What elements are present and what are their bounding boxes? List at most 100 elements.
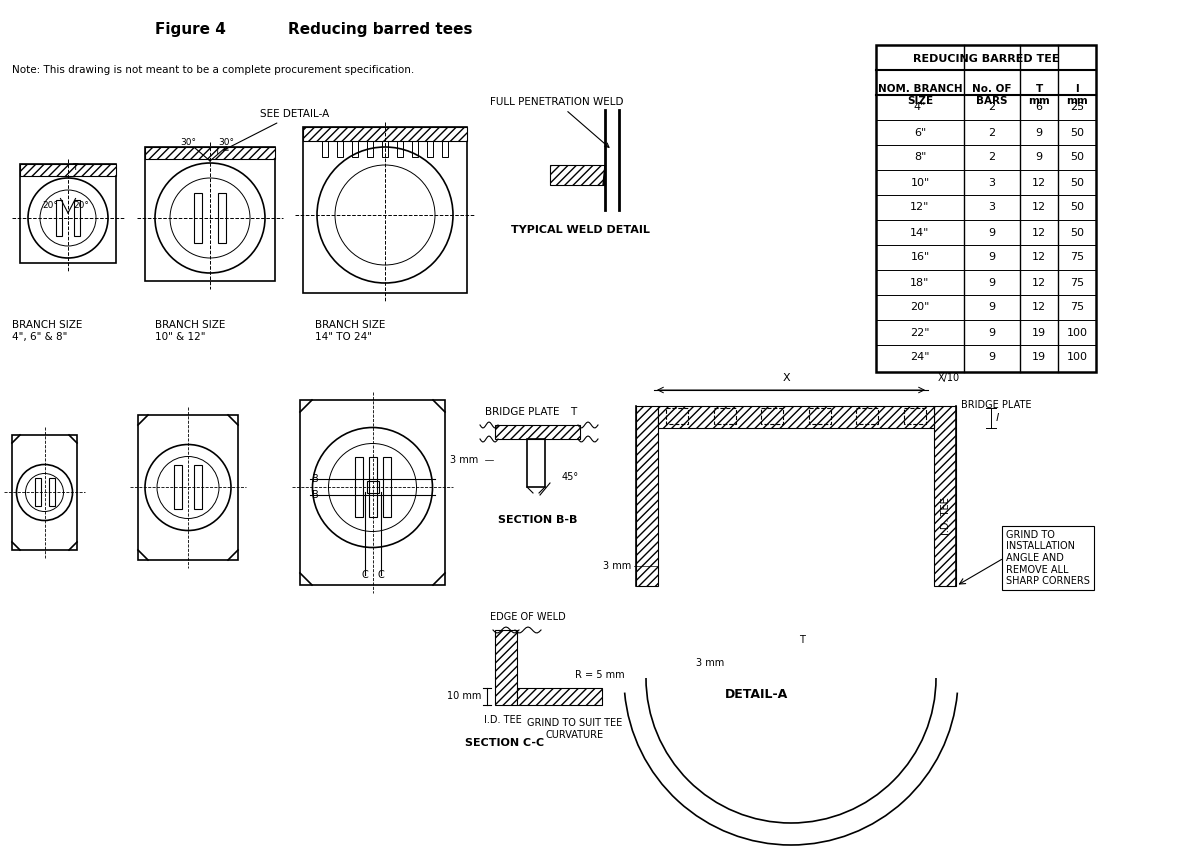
Bar: [146, 147, 276, 281]
Bar: [35, 479, 41, 507]
Bar: [354, 458, 363, 518]
Text: C: C: [361, 570, 367, 580]
Bar: [934, 406, 956, 586]
Text: I.D. TEE: I.D. TEE: [941, 497, 951, 535]
Text: 2: 2: [989, 128, 996, 138]
Text: GRIND TO SUIT TEE
CURVATURE: GRIND TO SUIT TEE CURVATURE: [527, 718, 623, 739]
Text: 6: 6: [1036, 102, 1043, 113]
Text: 19: 19: [1032, 327, 1046, 338]
Text: 9: 9: [989, 327, 996, 338]
Text: X: X: [783, 373, 790, 383]
Text: 20°: 20°: [73, 201, 88, 210]
Text: 10": 10": [910, 178, 929, 188]
Text: T: T: [799, 635, 805, 645]
Text: 8": 8": [914, 152, 926, 162]
Bar: [713, 408, 736, 424]
Bar: [397, 141, 403, 157]
Bar: [550, 165, 605, 185]
Text: BRANCH SIZE
10" & 12": BRANCH SIZE 10" & 12": [155, 320, 225, 342]
Text: FULL PENETRATION WELD: FULL PENETRATION WELD: [490, 97, 624, 147]
Bar: [74, 200, 80, 236]
Bar: [636, 406, 659, 586]
Bar: [441, 141, 449, 157]
Text: C: C: [377, 570, 384, 580]
Text: 45°: 45°: [562, 472, 579, 482]
Text: 12: 12: [1032, 178, 1046, 188]
Bar: [495, 425, 580, 439]
Bar: [412, 141, 418, 157]
Text: 3 mm: 3 mm: [696, 658, 724, 668]
Text: 22": 22": [910, 327, 929, 338]
Text: l
mm: l mm: [1067, 85, 1088, 106]
Text: T
mm: T mm: [1028, 85, 1050, 106]
Text: 9: 9: [989, 353, 996, 362]
Text: 12": 12": [910, 202, 929, 212]
Text: 9: 9: [989, 228, 996, 238]
Text: 50: 50: [1070, 178, 1084, 188]
Text: SECTION C-C: SECTION C-C: [465, 738, 544, 748]
Text: No. OF
BARS: No. OF BARS: [972, 85, 1012, 106]
Bar: [20, 164, 116, 176]
Text: 12: 12: [1032, 303, 1046, 312]
Text: T: T: [214, 147, 220, 156]
Text: B: B: [313, 475, 319, 485]
Text: TYPICAL WELD DETAIL: TYPICAL WELD DETAIL: [511, 225, 649, 235]
Bar: [336, 141, 344, 157]
Bar: [146, 147, 276, 159]
Bar: [876, 45, 1096, 372]
Text: 100: 100: [1067, 327, 1088, 338]
Bar: [12, 435, 78, 550]
Bar: [527, 439, 545, 487]
Bar: [382, 141, 388, 157]
Text: 10 mm: 10 mm: [446, 691, 481, 701]
Text: 30°: 30°: [218, 138, 234, 147]
Text: 12: 12: [1032, 202, 1046, 212]
Bar: [659, 406, 934, 428]
Text: BRIDGE PLATE: BRIDGE PLATE: [962, 400, 1032, 410]
Text: 12: 12: [1032, 252, 1046, 262]
Bar: [517, 688, 602, 705]
Text: T: T: [72, 163, 78, 172]
Text: DETAIL-A: DETAIL-A: [724, 688, 787, 701]
Bar: [138, 415, 237, 560]
Text: 2: 2: [989, 152, 996, 162]
Text: 3 mm: 3 mm: [450, 455, 478, 465]
Bar: [369, 458, 377, 518]
Text: 50: 50: [1070, 152, 1084, 162]
Text: 100: 100: [1067, 353, 1088, 362]
Text: 4": 4": [914, 102, 926, 113]
Text: 12: 12: [1032, 228, 1046, 238]
Text: 24": 24": [910, 353, 929, 362]
Text: X/10: X/10: [938, 373, 960, 383]
Text: BRANCH SIZE
14" TO 24": BRANCH SIZE 14" TO 24": [315, 320, 385, 342]
Bar: [303, 127, 466, 293]
Text: 6": 6": [914, 128, 926, 138]
Text: SECTION B-B: SECTION B-B: [499, 515, 577, 525]
Text: Note: This drawing is not meant to be a complete procurement specification.: Note: This drawing is not meant to be a …: [12, 65, 414, 75]
Text: GRIND TO
INSTALLATION
ANGLE AND
REMOVE ALL
SHARP CORNERS: GRIND TO INSTALLATION ANGLE AND REMOVE A…: [1006, 530, 1090, 586]
Text: 3 mm: 3 mm: [602, 561, 631, 571]
Text: 19: 19: [1032, 353, 1046, 362]
Text: 25: 25: [1070, 102, 1084, 113]
Bar: [366, 481, 378, 493]
Bar: [218, 193, 225, 243]
Text: R = 5 mm: R = 5 mm: [575, 670, 625, 680]
Text: B: B: [313, 491, 319, 501]
Text: EDGE OF WELD: EDGE OF WELD: [490, 612, 565, 622]
Polygon shape: [602, 165, 605, 185]
Text: 20°: 20°: [42, 201, 58, 210]
Bar: [299, 400, 445, 585]
Bar: [56, 200, 62, 236]
Bar: [194, 193, 202, 243]
Text: BRIDGE PLATE: BRIDGE PLATE: [486, 407, 560, 417]
Text: 9: 9: [989, 252, 996, 262]
Bar: [761, 408, 783, 424]
Text: 18": 18": [910, 277, 929, 288]
Text: 9: 9: [989, 277, 996, 288]
Text: 3: 3: [989, 178, 995, 188]
Text: NOM. BRANCH
SIZE: NOM. BRANCH SIZE: [878, 85, 963, 106]
Bar: [49, 479, 55, 507]
Text: BRANCH SIZE
4", 6" & 8": BRANCH SIZE 4", 6" & 8": [12, 320, 82, 342]
Text: 9: 9: [989, 303, 996, 312]
Text: Reducing barred tees: Reducing barred tees: [288, 22, 472, 37]
